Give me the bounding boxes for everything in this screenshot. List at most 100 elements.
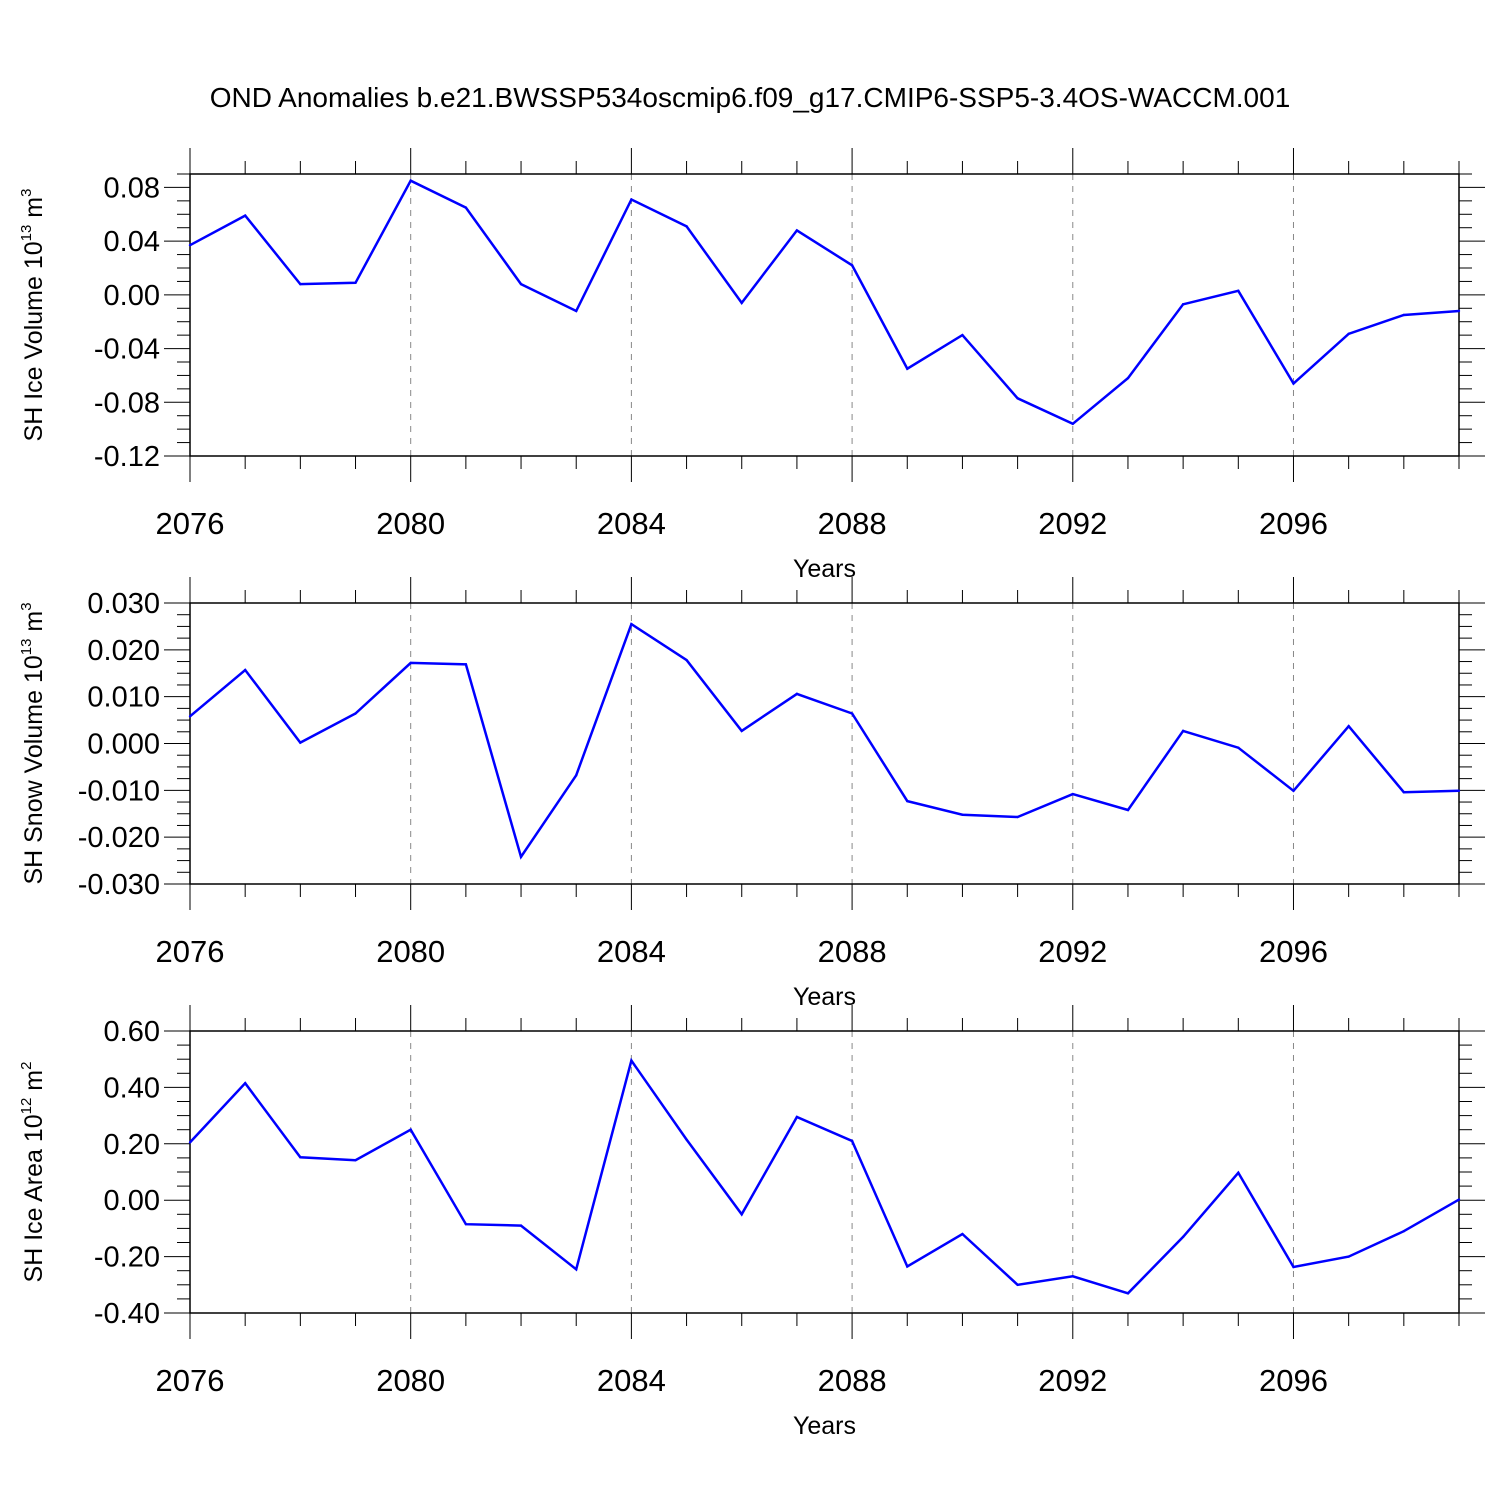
x-tick-label: 2080: [376, 506, 445, 541]
x-tick-label: 2092: [1038, 506, 1107, 541]
data-point: [795, 229, 799, 232]
data-point: [1016, 397, 1019, 400]
data-point: [795, 1115, 799, 1119]
x-axis-label: Years: [793, 983, 856, 1011]
data-point: [850, 264, 854, 267]
x-tick-label: 2088: [818, 1363, 887, 1398]
y-tick-label: -0.12: [94, 441, 160, 473]
data-point: [1402, 313, 1406, 317]
data-point: [188, 715, 192, 718]
data-point: [685, 225, 688, 228]
data-point: [409, 179, 412, 182]
data-point: [1292, 382, 1295, 385]
x-tick-label: 2084: [597, 506, 666, 541]
data-point: [961, 1232, 964, 1236]
data-point: [1071, 422, 1074, 425]
data-point: [1126, 1292, 1130, 1295]
data-point: [1347, 724, 1350, 728]
data-point: [740, 729, 743, 733]
y-axis-label-exponent: 13: [18, 225, 35, 242]
data-point: [1126, 376, 1130, 380]
data-point: [519, 855, 523, 859]
x-axis-label: Years: [793, 555, 856, 583]
data-point: [575, 309, 578, 313]
x-axis-label: Years: [793, 1412, 856, 1440]
data-point: [685, 1138, 688, 1141]
y-axis-label-unit: m: [20, 611, 48, 639]
y-axis-label: SH Ice Volume 1013 m3: [18, 189, 48, 442]
data-point: [354, 1158, 357, 1162]
y-axis-label-text: SH Ice Area 10: [20, 1114, 48, 1282]
y-axis-label-text: SH Snow Volume 10: [20, 655, 48, 884]
data-point: [1071, 1275, 1074, 1278]
series-line-snow-volume: [189, 622, 1460, 860]
y-axis-label-exponent: 13: [18, 639, 35, 656]
x-tick-label: 2080: [376, 934, 445, 969]
data-point: [1347, 332, 1350, 335]
data-point: [299, 282, 302, 286]
data-point: [243, 668, 247, 672]
y-axis-label-unit: m: [20, 197, 48, 225]
data-point: [1347, 1255, 1350, 1258]
y-axis-label: SH Snow Volume 1013 m3: [18, 602, 48, 884]
data-point: [575, 1268, 578, 1271]
data-point: [1292, 789, 1295, 793]
data-point: [850, 1139, 854, 1143]
plot-frame: [189, 1030, 1460, 1314]
data-point: [961, 813, 964, 816]
y-tick-label: -0.020: [78, 822, 160, 854]
y-tick-label: -0.030: [78, 869, 160, 901]
data-point: [1292, 1265, 1295, 1269]
x-tick-label: 2096: [1259, 1363, 1328, 1398]
data-point: [354, 712, 357, 715]
data-point: [961, 333, 964, 337]
y-tick-label: 0.04: [104, 226, 160, 258]
data-point: [464, 206, 468, 209]
series-line-ice-area: [189, 1057, 1460, 1295]
y-tick-label: -0.04: [94, 334, 160, 366]
data-point: [188, 1141, 192, 1144]
data-point: [575, 774, 578, 777]
y-tick-label: 0.030: [87, 588, 160, 620]
data-point: [1237, 1171, 1240, 1175]
plot-frame: [189, 602, 1460, 885]
data-point: [1016, 815, 1019, 819]
y-tick-label: 0.40: [104, 1072, 160, 1104]
data-point: [906, 799, 909, 803]
data-point: [464, 663, 468, 666]
data-point: [519, 282, 523, 286]
data-point: [630, 198, 633, 201]
x-tick-label: 2076: [156, 934, 225, 969]
data-point: [630, 622, 633, 626]
x-tick-label: 2092: [1038, 1363, 1107, 1398]
y-axis-label: SH Ice Area 1012 m2: [18, 1062, 48, 1283]
panel-snow-volume: -0.030 -0.020 -0.010 0.000 0.010 0.020 0.030 20…: [18, 577, 1485, 1011]
data-point: [1402, 791, 1406, 794]
plot-frame: [189, 173, 1460, 457]
y-tick-label: 0.020: [87, 635, 160, 667]
data-point: [1237, 746, 1240, 749]
data-point: [1181, 303, 1185, 306]
data-point: [850, 712, 854, 715]
y-axis-label-unit-exponent: 3: [18, 602, 35, 610]
y-tick-label: 0.000: [87, 729, 160, 761]
data-point: [243, 214, 247, 217]
x-tick-label: 2076: [156, 506, 225, 541]
data-point: [1181, 729, 1185, 733]
data-point: [906, 367, 909, 370]
x-tick-label: 2096: [1259, 934, 1328, 969]
data-point: [409, 661, 412, 665]
y-tick-label: -0.40: [94, 1298, 160, 1330]
data-point: [519, 1224, 523, 1227]
data-point: [630, 1059, 633, 1062]
x-tick-label: 2088: [818, 506, 887, 541]
data-point: [1457, 309, 1461, 313]
data-point: [906, 1265, 909, 1268]
data-point: [1402, 1230, 1406, 1233]
data-point: [1457, 1198, 1461, 1201]
y-tick-label: -0.20: [94, 1242, 160, 1274]
x-tick-label: 2088: [818, 934, 887, 969]
data-point: [243, 1081, 247, 1085]
data-point: [299, 741, 302, 744]
